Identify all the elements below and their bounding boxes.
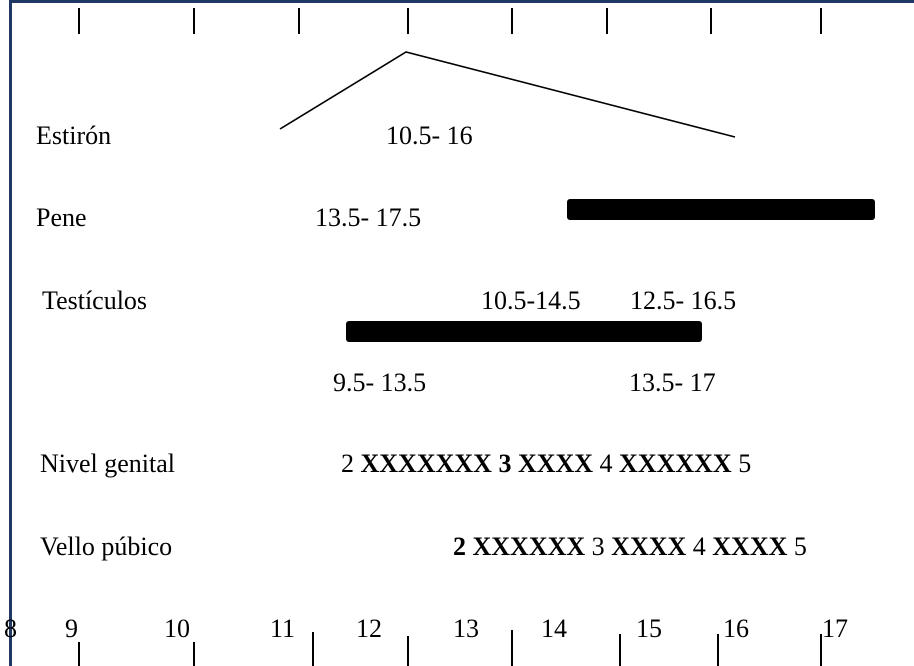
testiculos-bar (346, 321, 702, 342)
axis-tick-label: 10 (164, 614, 190, 643)
row-label-pene: Pene (36, 203, 87, 232)
testiculos-range-d: 13.5- 17 (629, 368, 716, 397)
axis-tick-label: 11 (270, 614, 296, 643)
top-tick (710, 8, 712, 34)
stage-marks: XXXXXX (472, 532, 586, 561)
frame-left-border (9, 0, 12, 666)
pene-range-left: 13.5- 17.5 (315, 203, 422, 232)
stage-marks: XXXX (712, 532, 788, 561)
stage-number: 5 (793, 532, 807, 561)
top-tick (193, 8, 195, 34)
stage-number: 2 (341, 449, 354, 478)
stage-number: 3 (591, 532, 605, 561)
row-label-testiculos: Testículos (42, 286, 148, 315)
stage-marks: XXXX (517, 449, 594, 478)
top-tick (511, 8, 513, 34)
testiculos-range-c: 9.5- 13.5 (333, 368, 427, 397)
bottom-tick (407, 636, 409, 666)
bottom-tick (511, 630, 513, 666)
top-tick (78, 8, 80, 34)
stage-number: 2 (453, 532, 466, 561)
bottom-tick (619, 634, 621, 666)
stage-marks: XXXX (611, 532, 687, 561)
axis-tick-label: 14 (541, 614, 567, 643)
estiron-range: 10.5- 16 (386, 121, 473, 150)
bottom-tick (193, 642, 195, 666)
pene-bar (567, 199, 875, 220)
testiculos-range-a: 10.5-14.5 (481, 286, 581, 315)
bottom-tick (78, 642, 80, 666)
vello-pubico-sequence: 2 XXXXXX 3 XXXX 4 XXXX 5 (453, 534, 807, 560)
stage-marks: XXXXXXX (360, 449, 492, 478)
frame-top-border (9, 0, 914, 3)
axis-tick-label: 9 (65, 614, 78, 643)
row-label-vello-pubico: Vello púbico (40, 532, 173, 561)
top-tick (606, 8, 608, 34)
axis-tick-label: 17 (822, 614, 848, 643)
row-label-nivel-genital: Nivel genital (40, 449, 176, 478)
stage-number: 4 (599, 449, 613, 478)
bottom-tick (717, 634, 719, 666)
axis-tick-label: 8 (4, 614, 17, 643)
row-label-estiron: Estirón (36, 121, 112, 150)
stage-number: 3 (498, 449, 512, 478)
top-tick (298, 8, 300, 34)
axis-tick-label: 13 (453, 614, 479, 643)
top-tick (820, 8, 822, 34)
bottom-tick (820, 634, 822, 666)
stage-marks: XXXXXX (619, 449, 732, 478)
nivel-genital-sequence: 2 XXXXXXX 3 XXXX 4 XXXXXX 5 (341, 451, 751, 477)
axis-tick-label: 12 (356, 614, 382, 643)
axis-tick-label: 16 (723, 614, 749, 643)
stage-number: 5 (738, 449, 752, 478)
stage-number: 4 (692, 532, 706, 561)
axis-tick-label: 15 (636, 614, 662, 643)
testiculos-range-b: 12.5- 16.5 (630, 286, 737, 315)
top-tick (407, 8, 409, 34)
bottom-tick (312, 632, 314, 666)
